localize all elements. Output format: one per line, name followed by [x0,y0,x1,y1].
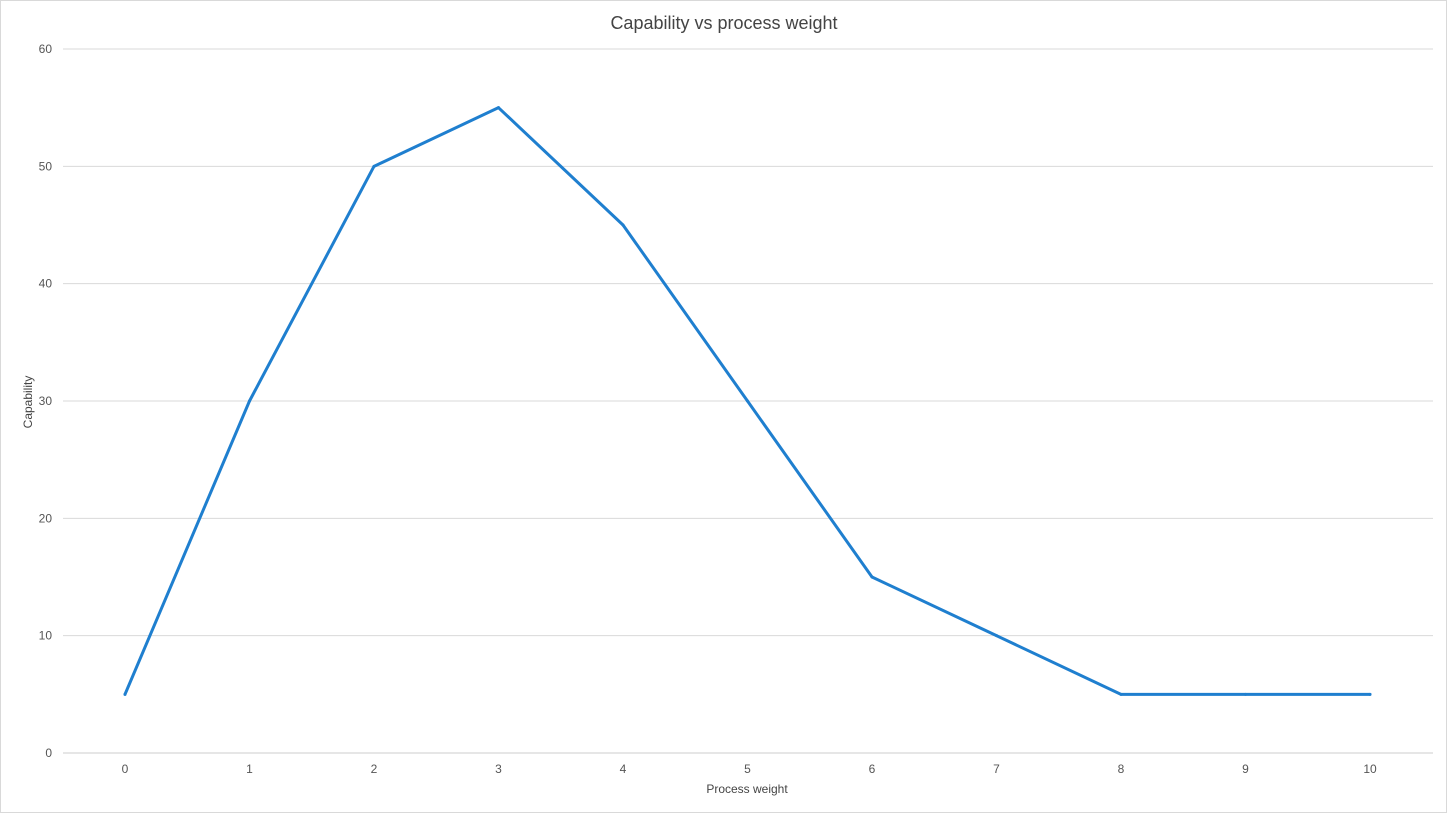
x-tick-label: 4 [620,762,627,776]
data-point [497,106,500,110]
series-layer [123,106,1372,696]
x-tick-label: 2 [371,762,378,776]
y-axis-ticks: 0 10 20 30 40 50 60 [39,42,53,760]
data-point [1119,692,1123,696]
y-tick-label: 40 [39,277,53,291]
y-tick-label: 0 [45,746,52,760]
y-tick-label: 10 [39,629,53,643]
y-tick-label: 50 [39,159,53,173]
y-tick-label: 20 [39,511,53,525]
y-tick-label: 30 [39,394,53,408]
x-axis-title: Process weight [706,782,788,796]
data-point [746,399,749,403]
chart-title: Capability vs process weight [610,13,837,33]
data-point [372,164,376,168]
x-tick-label: 8 [1118,762,1125,776]
x-tick-label: 10 [1363,762,1377,776]
y-axis-title: Capability [21,376,35,429]
x-tick-label: 3 [495,762,502,776]
data-point [123,692,127,696]
y-tick-label: 60 [39,42,53,56]
data-point [1244,692,1247,696]
x-tick-label: 0 [122,762,129,776]
data-point [870,575,874,579]
data-point [248,399,251,403]
gridlines [63,48,1433,754]
data-point [621,223,625,227]
x-tick-label: 1 [246,762,253,776]
x-tick-label: 7 [993,762,1000,776]
data-point [1368,692,1372,696]
x-tick-label: 6 [869,762,876,776]
x-axis-ticks: 0 1 2 3 4 5 6 7 8 9 10 [122,762,1377,776]
x-tick-label: 9 [1242,762,1249,776]
x-tick-label: 5 [744,762,751,776]
data-point [995,634,998,638]
